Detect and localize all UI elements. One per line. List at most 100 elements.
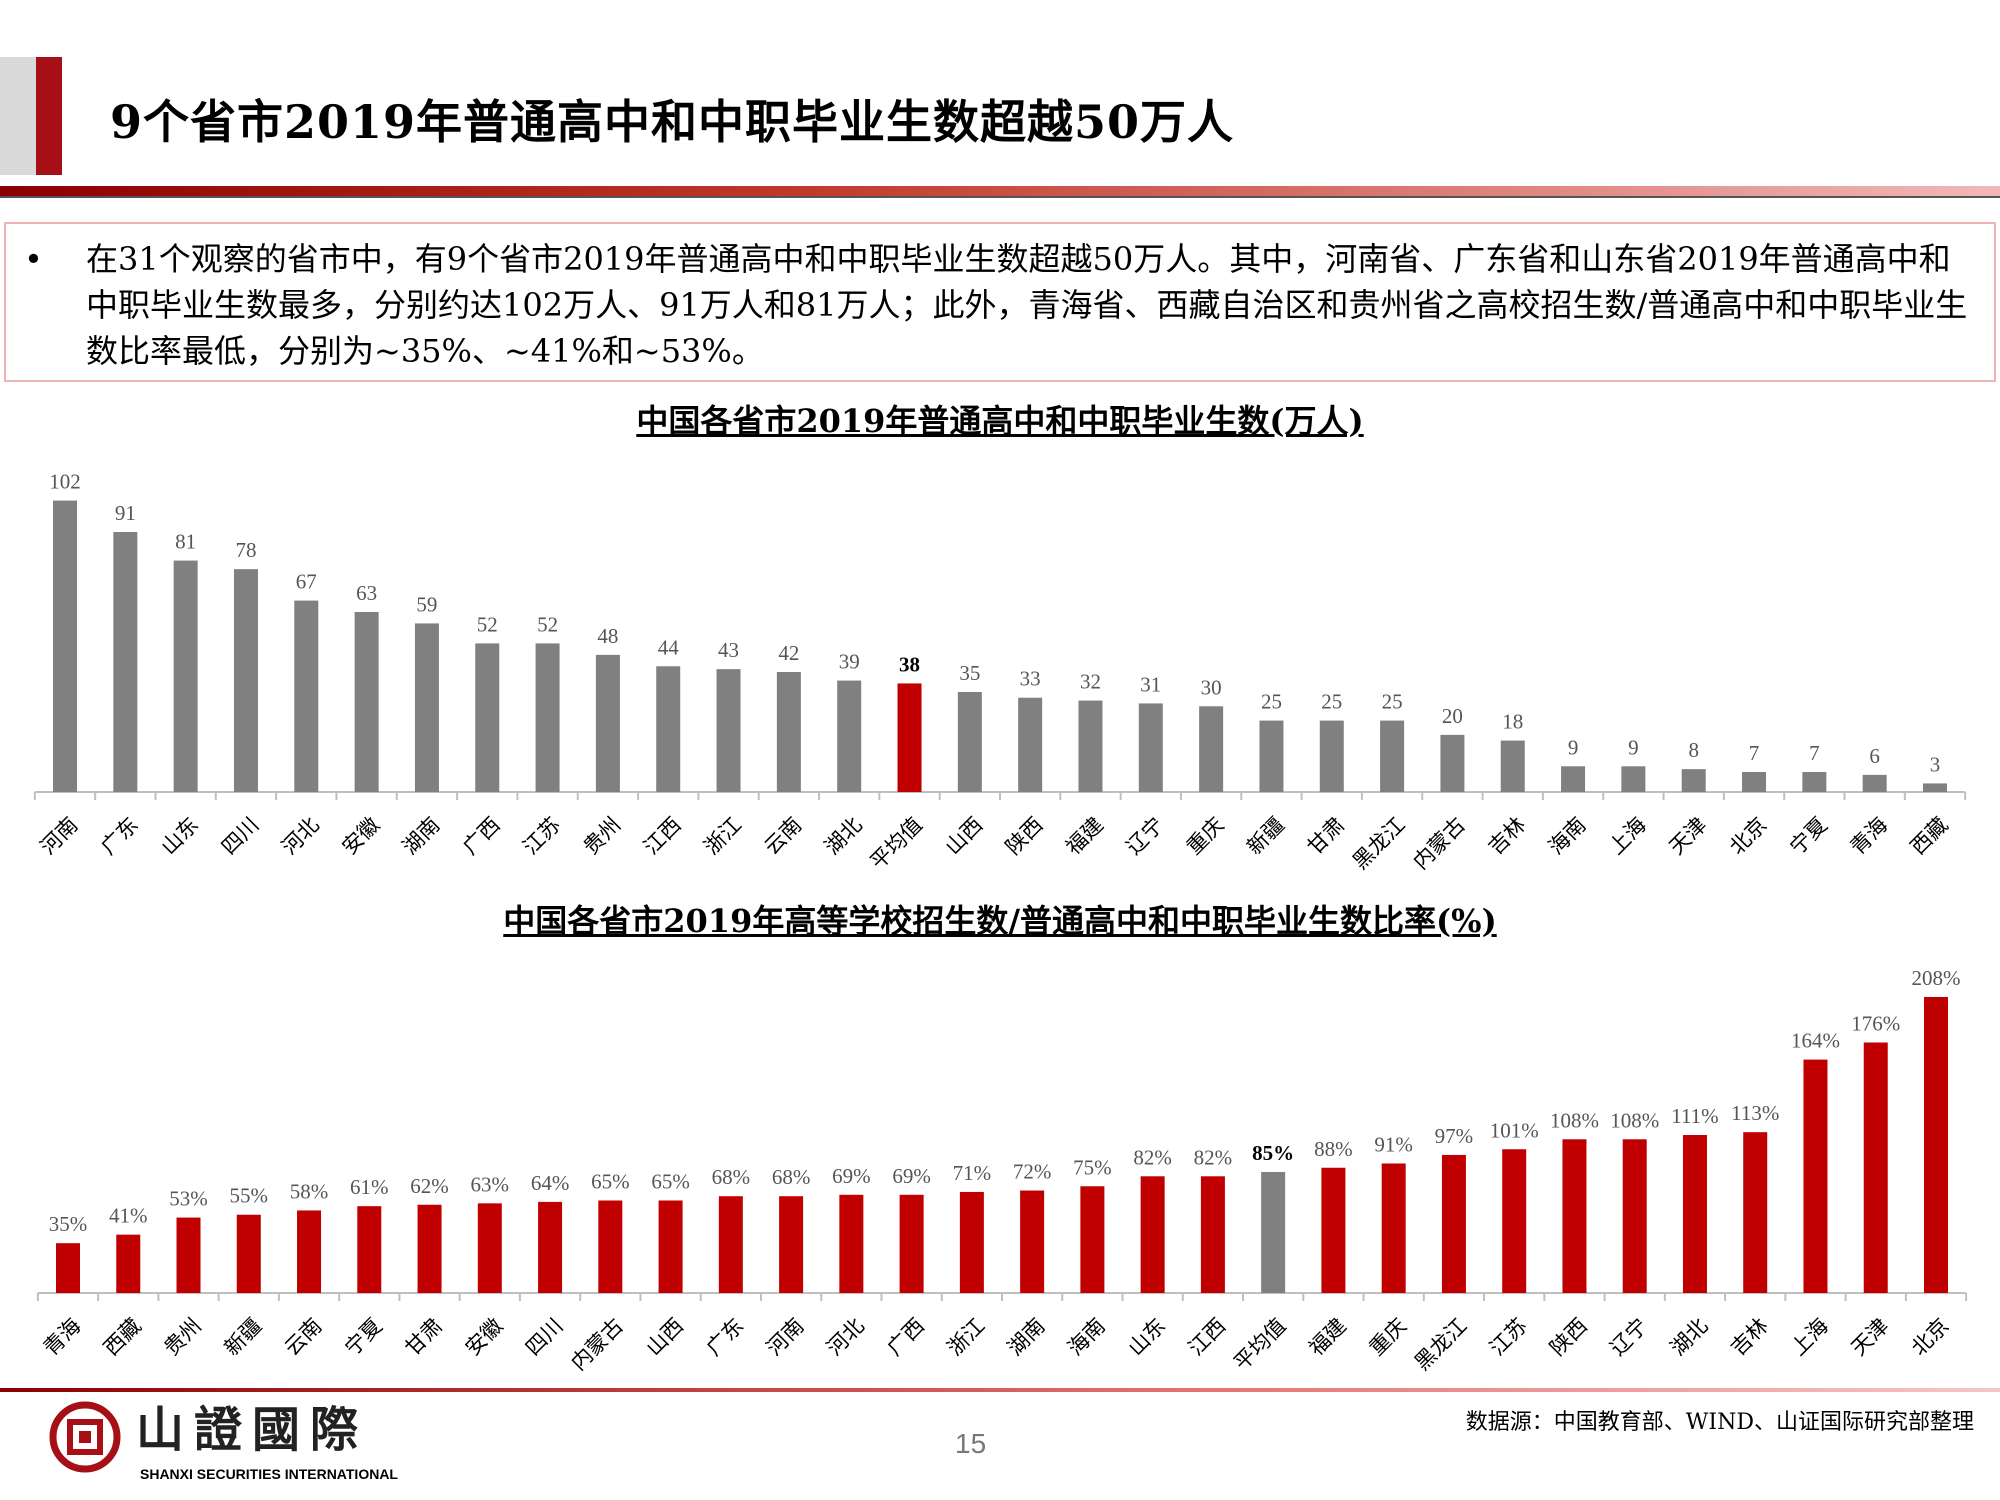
bar-重庆: [1199, 706, 1224, 792]
data-label: 6: [1869, 744, 1880, 768]
header-divider: [0, 186, 2000, 196]
data-label: 108%: [1610, 1108, 1659, 1132]
bar-天津: [1681, 769, 1706, 792]
company-logo: 山證國際 SHANXI SECURITIES INTERNATIONAL: [48, 1400, 408, 1492]
data-label: 82%: [1133, 1145, 1172, 1169]
category-label: 海南: [1063, 1314, 1110, 1361]
bar-陕西: [1562, 1139, 1587, 1293]
data-label: 65%: [591, 1169, 630, 1193]
data-label: 69%: [832, 1164, 871, 1188]
data-label: 41%: [109, 1204, 148, 1228]
source-note: 数据源：中国教育部、WIND、山证国际研究部整理: [1465, 1410, 1974, 1435]
category-label: 天津: [1847, 1314, 1894, 1361]
category-label: 福建: [1304, 1314, 1351, 1361]
category-label: 内蒙古: [566, 1314, 628, 1376]
chart2-title: 中国各省市2019年高等学校招生数/普通高中和中职毕业生数比率(%): [503, 902, 1497, 940]
data-label: 65%: [651, 1169, 690, 1193]
bar-吉林: [1743, 1132, 1768, 1293]
data-label: 68%: [712, 1165, 751, 1189]
bar-内蒙古: [1440, 734, 1465, 792]
bar-安徽: [354, 612, 379, 792]
category-label: 平均值: [1229, 1314, 1291, 1376]
bar-新疆: [236, 1214, 261, 1293]
category-label: 重庆: [1182, 813, 1229, 860]
category-label: 陕西: [1001, 813, 1048, 860]
data-label: 91: [115, 501, 136, 525]
category-label: 江西: [639, 813, 686, 860]
logo-name: 山證國際: [136, 1402, 369, 1458]
title-accent-red: [36, 57, 62, 175]
bar-浙江: [716, 669, 741, 792]
bar-甘肃: [1319, 720, 1344, 792]
bar-辽宁: [1622, 1139, 1647, 1293]
chart1-title: 中国各省市2019年普通高中和中职毕业生数(万人): [636, 402, 1364, 440]
data-label: 32: [1080, 670, 1101, 694]
bar-江苏: [1502, 1149, 1527, 1293]
category-label: 湖南: [1003, 1314, 1050, 1361]
category-label: 内蒙古: [1408, 813, 1470, 875]
bar-湖北: [1682, 1135, 1707, 1293]
data-label: 61%: [350, 1175, 389, 1199]
bar-宁夏: [357, 1206, 382, 1293]
data-label: 101%: [1490, 1118, 1539, 1142]
data-label: 81: [175, 530, 196, 554]
category-label: 山东: [157, 813, 204, 860]
bar-河南: [53, 500, 77, 792]
category-label: 西藏: [1906, 813, 1953, 860]
data-label: 18: [1502, 710, 1523, 734]
category-label: 辽宁: [1606, 1314, 1653, 1361]
bar-北京: [1742, 772, 1767, 792]
category-label: 山西: [941, 813, 988, 860]
bar-山西: [957, 692, 982, 792]
data-label: 62%: [410, 1174, 449, 1198]
data-label: 20: [1442, 704, 1463, 728]
data-label: 52: [537, 612, 558, 636]
bar-辽宁: [1138, 703, 1163, 792]
bar-天津: [1863, 1042, 1888, 1293]
category-label: 四川: [217, 813, 264, 860]
data-label: 208%: [1912, 966, 1961, 990]
bar-广东: [113, 532, 138, 792]
data-label: 48: [597, 624, 618, 648]
data-label: 75%: [1073, 1155, 1112, 1179]
footer-divider: [0, 1388, 2000, 1392]
bar-河北: [294, 600, 319, 792]
category-label: 北京: [1725, 813, 1772, 860]
category-label: 贵州: [159, 1314, 206, 1361]
category-label: 陕西: [1545, 1314, 1592, 1361]
data-label: 39: [839, 650, 860, 674]
category-label: 北京: [1907, 1314, 1954, 1361]
data-label: 43: [718, 638, 739, 662]
data-label: 102: [49, 470, 81, 494]
data-label: 31: [1140, 672, 1161, 696]
bar-四川: [538, 1201, 563, 1293]
category-label: 湖北: [1666, 1314, 1713, 1361]
chart2-ratio: 35% 青海 41% 西藏 53% 贵州 55% 新疆 58% 云南 61% 宁夏 62% 甘肃 63% 安徽…: [36, 966, 1968, 1376]
category-label: 山西: [641, 1314, 688, 1361]
summary-box: • 在31个观察的省市中，有9个省市2019年普通高中和中职毕业生数超越50万人…: [4, 222, 1996, 382]
data-label: 164%: [1791, 1029, 1840, 1053]
data-label: 67: [296, 570, 317, 594]
logo-icon: [49, 1401, 121, 1473]
data-label: 42: [778, 641, 799, 665]
bar-广东: [718, 1196, 743, 1293]
bar-湖南: [1020, 1190, 1045, 1293]
data-label: 25: [1261, 690, 1282, 714]
category-label: 山东: [1124, 1314, 1171, 1361]
logo-english: SHANXI SECURITIES INTERNATIONAL: [140, 1466, 398, 1482]
title-accent-gray: [0, 57, 36, 175]
category-label: 广西: [882, 1314, 929, 1361]
bar-河南: [779, 1196, 804, 1293]
data-label: 8: [1688, 738, 1699, 762]
bar-宁夏: [1802, 772, 1827, 792]
bar-山东: [173, 560, 198, 792]
page-number: 15: [955, 1428, 987, 1459]
category-label: 吉林: [1726, 1314, 1773, 1361]
category-label: 安徽: [461, 1314, 508, 1361]
data-label: 72%: [1013, 1160, 1052, 1184]
bar-广西: [475, 643, 500, 792]
bar-黑龙江: [1380, 720, 1405, 792]
category-label: 贵州: [579, 813, 626, 860]
category-label: 河北: [277, 813, 324, 860]
bar-山西: [658, 1200, 683, 1293]
